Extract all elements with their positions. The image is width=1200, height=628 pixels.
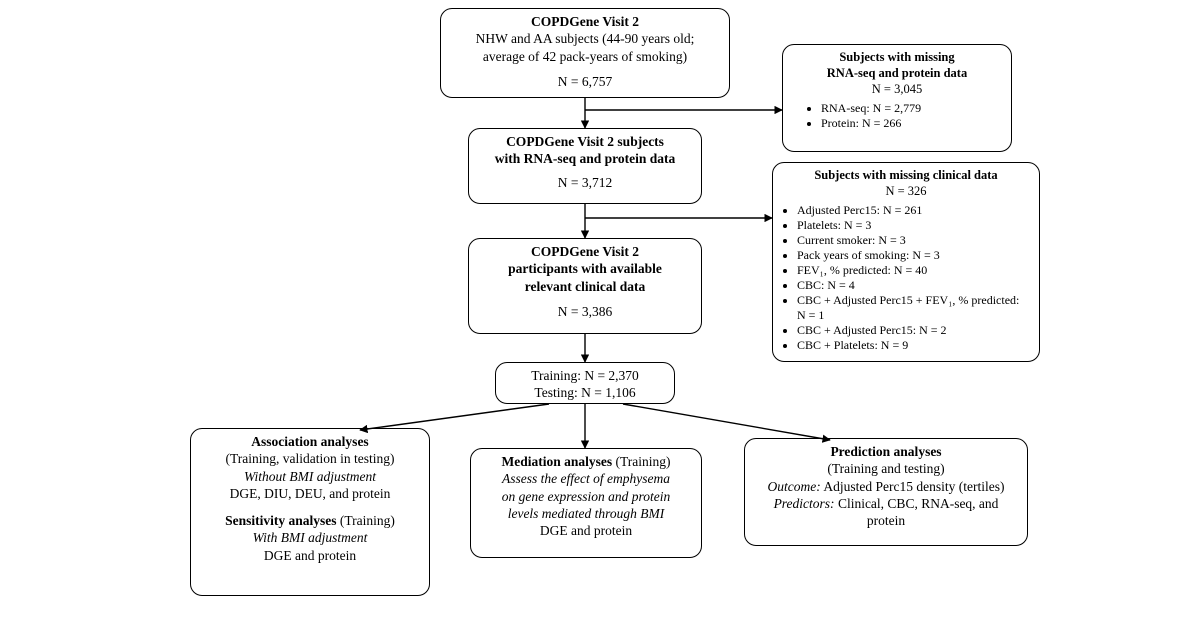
assoc-t1: Association analyses bbox=[251, 434, 368, 449]
pred-tb: (Training and testing) bbox=[753, 460, 1019, 477]
med-l: DGE and protein bbox=[479, 522, 693, 539]
list-item: CBC + Platelets: N = 9 bbox=[797, 338, 1031, 353]
missing-clin-title: Subjects with missing clinical data bbox=[814, 168, 997, 182]
edge-split-to-assoc bbox=[360, 404, 549, 430]
with-clin-l1: COPDGene Visit 2 bbox=[531, 244, 639, 259]
flowchart-stage: COPDGene Visit 2 NHW and AA subjects (44… bbox=[0, 0, 1200, 628]
list-item: FEV₁, % predicted: N = 40 bbox=[797, 263, 1031, 278]
med-it1: Assess the effect of emphysema bbox=[479, 470, 693, 487]
list-item: Platelets: N = 3 bbox=[797, 218, 1031, 233]
missing-omics-title2: RNA-seq and protein data bbox=[827, 66, 967, 80]
pred-o-lbl: Outcome: bbox=[768, 479, 821, 494]
assoc-t2b: (Training) bbox=[337, 513, 395, 528]
list-item: CBC + Adjusted Perc15 + FEV₁, % predicte… bbox=[797, 293, 1031, 323]
pred-p: Clinical, CBC, RNA-seq, and bbox=[835, 496, 999, 511]
missing-clin-n: N = 326 bbox=[781, 183, 1031, 199]
med-it2: on gene expression and protein bbox=[479, 488, 693, 505]
top-line1: NHW and AA subjects (44-90 years old; bbox=[449, 30, 721, 47]
med-it3: levels mediated through BMI bbox=[479, 505, 693, 522]
with-clin-l2: participants with available bbox=[508, 261, 662, 276]
pred-t: Prediction analyses bbox=[830, 444, 941, 459]
med-tb: (Training) bbox=[612, 454, 670, 469]
pred-p2: protein bbox=[753, 512, 1019, 529]
list-item: CBC: N = 4 bbox=[797, 278, 1031, 293]
list-item: Pack years of smoking: N = 3 bbox=[797, 248, 1031, 263]
assoc-t2: Sensitivity analyses bbox=[225, 513, 336, 528]
edge-split-to-pred bbox=[623, 404, 830, 440]
node-with-omics: COPDGene Visit 2 subjects with RNA-seq a… bbox=[468, 128, 702, 204]
node-mediation-analyses: Mediation analyses (Training) Assess the… bbox=[470, 448, 702, 558]
split-l1: Training: N = 2,370 bbox=[504, 367, 666, 384]
pred-o: Adjusted Perc15 density (tertiles) bbox=[821, 479, 1005, 494]
node-prediction-analyses: Prediction analyses (Training and testin… bbox=[744, 438, 1028, 546]
with-omics-l1: COPDGene Visit 2 subjects bbox=[506, 134, 664, 149]
node-copdgene-visit2: COPDGene Visit 2 NHW and AA subjects (44… bbox=[440, 8, 730, 98]
top-title: COPDGene Visit 2 bbox=[531, 14, 639, 29]
list-item: RNA-seq: N = 2,779 bbox=[821, 101, 1003, 116]
with-omics-l2: with RNA-seq and protein data bbox=[495, 151, 676, 166]
top-line2: average of 42 pack-years of smoking) bbox=[449, 48, 721, 65]
missing-omics-title1: Subjects with missing bbox=[839, 50, 954, 64]
assoc-l2: DGE and protein bbox=[199, 547, 421, 564]
pred-p-lbl: Predictors: bbox=[774, 496, 835, 511]
assoc-it2: With BMI adjustment bbox=[199, 529, 421, 546]
with-clin-l3: relevant clinical data bbox=[525, 279, 646, 294]
missing-omics-bullets: RNA-seq: N = 2,779 Protein: N = 266 bbox=[821, 101, 1003, 131]
assoc-l1: DGE, DIU, DEU, and protein bbox=[199, 485, 421, 502]
list-item: Protein: N = 266 bbox=[821, 116, 1003, 131]
list-item: CBC + Adjusted Perc15: N = 2 bbox=[797, 323, 1031, 338]
node-with-clinical: COPDGene Visit 2 participants with avail… bbox=[468, 238, 702, 334]
node-missing-clinical: Subjects with missing clinical data N = … bbox=[772, 162, 1040, 362]
assoc-it1: Without BMI adjustment bbox=[199, 468, 421, 485]
node-train-test-split: Training: N = 2,370 Testing: N = 1,106 bbox=[495, 362, 675, 404]
list-item: Adjusted Perc15: N = 261 bbox=[797, 203, 1031, 218]
top-n: N = 6,757 bbox=[449, 73, 721, 90]
med-t: Mediation analyses bbox=[501, 454, 612, 469]
with-omics-n: N = 3,712 bbox=[477, 174, 693, 191]
with-clin-n: N = 3,386 bbox=[477, 303, 693, 320]
node-association-analyses: Association analyses (Training, validati… bbox=[190, 428, 430, 596]
node-missing-omics: Subjects with missing RNA-seq and protei… bbox=[782, 44, 1012, 152]
assoc-t1b: (Training, validation in testing) bbox=[199, 450, 421, 467]
split-l2: Testing: N = 1,106 bbox=[504, 384, 666, 401]
missing-clin-bullets: Adjusted Perc15: N = 261 Platelets: N = … bbox=[797, 203, 1031, 353]
missing-omics-n: N = 3,045 bbox=[791, 81, 1003, 97]
list-item: Current smoker: N = 3 bbox=[797, 233, 1031, 248]
